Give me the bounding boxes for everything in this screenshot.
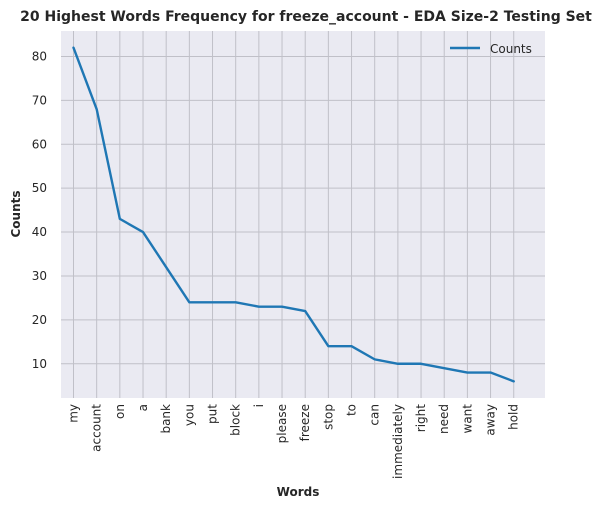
x-tick-label: stop (321, 404, 335, 430)
x-gridlines (73, 31, 515, 398)
y-tick-label: 70 (32, 93, 47, 107)
y-tick-label: 20 (32, 313, 47, 327)
y-tick-label: 80 (32, 49, 47, 63)
x-tick-label: want (460, 404, 474, 434)
x-tick-label: right (414, 404, 428, 432)
x-tick-label: a (136, 404, 150, 411)
x-tick-label: my (67, 404, 81, 423)
y-tick-label: 50 (32, 181, 47, 195)
chart-title: 20 Highest Words Frequency for freeze_ac… (20, 9, 592, 25)
legend-label: Counts (490, 42, 532, 56)
x-tick-label: hold (507, 404, 521, 430)
x-tick-label: account (90, 404, 104, 452)
x-tick-label: please (275, 404, 289, 443)
x-tick-label: freeze (298, 404, 312, 441)
plot-area (61, 31, 545, 398)
series-line-counts (72, 46, 515, 383)
x-tick-label: away (484, 404, 498, 436)
x-tick-label: i (252, 404, 266, 407)
x-axis-label: Words (277, 485, 320, 499)
series-lines (72, 46, 515, 383)
x-tick-label: block (229, 404, 243, 436)
y-axis-label: Counts (9, 190, 23, 237)
x-tick-label: need (437, 404, 451, 434)
y-tick-label: 40 (32, 225, 47, 239)
x-tick-labels: my account on a bank you put block i please freeze… (67, 404, 521, 479)
x-tick-label: to (345, 404, 359, 416)
x-tick-label: put (206, 404, 220, 424)
y-tick-labels: 10 20 30 40 50 60 70 80 (32, 49, 47, 370)
y-tick-label: 30 (32, 269, 47, 283)
x-tick-label: you (182, 404, 196, 426)
x-tick-label: immediately (391, 404, 405, 479)
x-tick-label: on (113, 404, 127, 419)
y-tick-label: 10 (32, 357, 47, 371)
x-tick-label: bank (159, 404, 173, 434)
legend: Counts (450, 42, 532, 56)
y-tick-label: 60 (32, 137, 47, 151)
x-tick-label: can (368, 404, 382, 426)
